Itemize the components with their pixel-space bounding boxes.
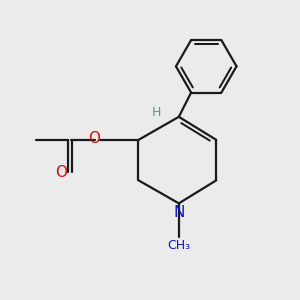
Text: O: O (55, 165, 67, 180)
Text: CH₃: CH₃ (167, 238, 190, 252)
Text: H: H (152, 106, 161, 119)
Text: O: O (88, 131, 101, 146)
Text: N: N (173, 205, 184, 220)
